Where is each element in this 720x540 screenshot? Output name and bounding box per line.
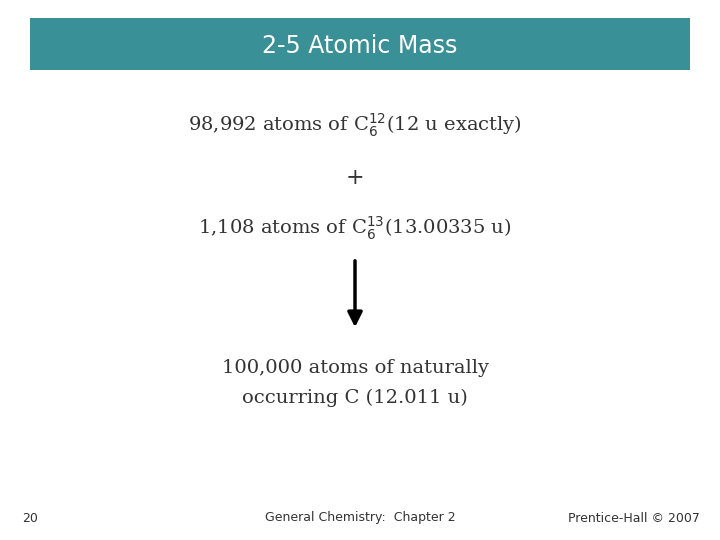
Text: 98,992 atoms of C$^{12}_{6}$(12 u exactly): 98,992 atoms of C$^{12}_{6}$(12 u exactl…	[188, 111, 522, 139]
Text: occurring C (12.011 u): occurring C (12.011 u)	[242, 389, 468, 407]
FancyBboxPatch shape	[30, 18, 690, 70]
Text: General Chemistry:  Chapter 2: General Chemistry: Chapter 2	[265, 511, 455, 524]
Text: 20: 20	[22, 511, 38, 524]
Text: 100,000 atoms of naturally: 100,000 atoms of naturally	[222, 359, 488, 377]
Text: 1,108 atoms of C$^{13}_{6}$(13.00335 u): 1,108 atoms of C$^{13}_{6}$(13.00335 u)	[198, 214, 512, 242]
Text: +: +	[346, 167, 364, 189]
Text: Prentice-Hall © 2007: Prentice-Hall © 2007	[568, 511, 700, 524]
Text: 2-5 Atomic Mass: 2-5 Atomic Mass	[262, 34, 458, 58]
